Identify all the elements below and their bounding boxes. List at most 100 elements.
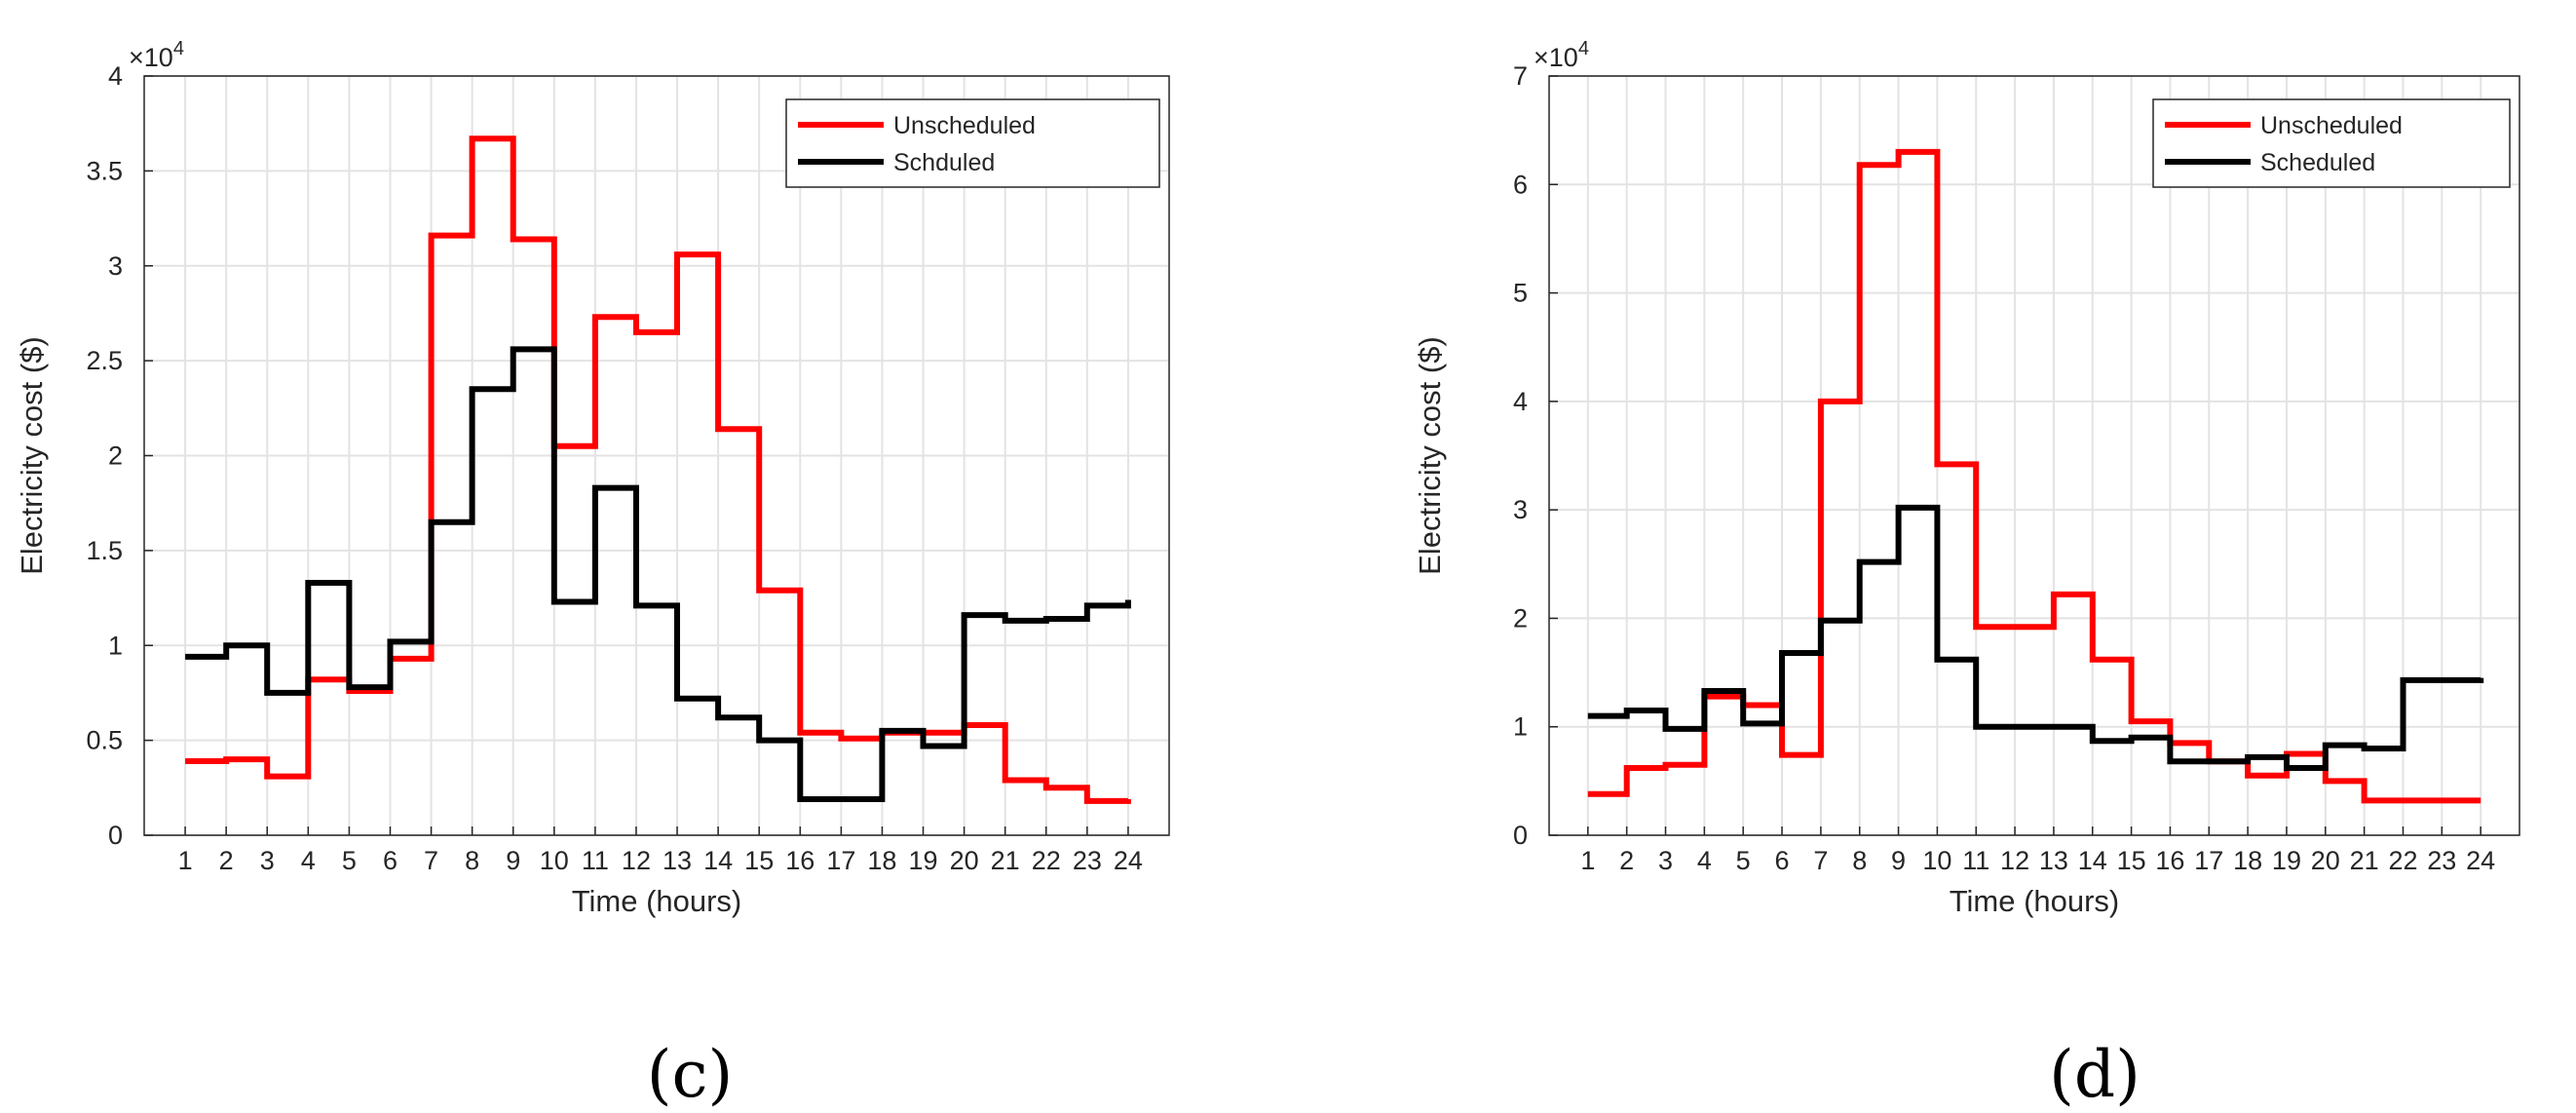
data-point	[2284, 765, 2290, 771]
y-tick-label: 2.5	[86, 346, 123, 375]
x-tick-label: 18	[2233, 846, 2262, 875]
data-point	[879, 728, 885, 734]
data-point	[1740, 720, 1746, 726]
x-tick-label: 9	[1891, 846, 1906, 875]
data-point	[674, 251, 680, 257]
x-tick-label: 16	[785, 846, 814, 875]
data-point	[182, 654, 188, 660]
x-tick-label: 6	[383, 846, 398, 875]
x-tick-label: 13	[2039, 846, 2068, 875]
y-exponent-power: 4	[173, 38, 184, 59]
data-point	[1973, 624, 1979, 630]
data-point	[2400, 797, 2406, 803]
data-point	[1779, 752, 1785, 758]
data-point	[1125, 597, 1131, 603]
y-exponent-base: ×10	[1534, 43, 1578, 72]
x-tick-label: 15	[744, 846, 774, 875]
x-tick-label: 24	[1114, 846, 1143, 875]
data-point	[1973, 724, 1979, 730]
y-tick-label: 3	[108, 251, 123, 281]
data-point	[2439, 797, 2444, 803]
data-point	[2439, 677, 2444, 683]
x-tick-label: 10	[1922, 846, 1951, 875]
data-point	[1003, 778, 1008, 784]
y-exponent-label: ×104	[129, 38, 184, 72]
data-point	[2362, 746, 2368, 751]
x-tick-label: 10	[540, 846, 569, 875]
plot-area	[1549, 76, 2519, 835]
data-point	[1857, 559, 1863, 565]
data-point	[1818, 399, 1824, 404]
data-point	[1663, 762, 1669, 768]
data-point	[1084, 602, 1090, 608]
data-point	[1701, 688, 1707, 694]
data-point	[223, 642, 229, 648]
legend-label: Schduled	[893, 149, 995, 176]
y-tick-label: 6	[1513, 170, 1528, 199]
panel-label: (d)	[2049, 1037, 2140, 1112]
data-point	[756, 588, 762, 594]
x-tick-label: 22	[2388, 846, 2417, 875]
data-point	[1896, 505, 1902, 511]
y-tick-label: 4	[1513, 387, 1528, 416]
legend-label: Unscheduled	[893, 112, 1036, 139]
x-tick-label: 18	[867, 846, 896, 875]
data-point	[2400, 677, 2406, 683]
data-point	[2129, 735, 2135, 741]
data-point	[2090, 738, 2096, 744]
x-tick-label: 24	[2466, 846, 2495, 875]
data-point	[1624, 765, 1630, 771]
data-point	[264, 774, 270, 780]
data-point	[2478, 675, 2483, 681]
x-tick-label: 8	[1852, 846, 1867, 875]
data-point	[2245, 773, 2251, 779]
x-tick-label: 6	[1775, 846, 1790, 875]
data-point	[2362, 797, 2368, 803]
legend-label: Scheduled	[2260, 149, 2375, 176]
data-point	[2478, 797, 2483, 803]
data-point	[1624, 708, 1630, 713]
data-point	[674, 696, 680, 702]
series-line-scheduled	[1587, 504, 2484, 771]
x-tick-label: 23	[1073, 846, 1102, 875]
y-tick-label: 3	[1513, 495, 1528, 524]
data-point	[511, 236, 516, 242]
data-point	[470, 135, 475, 141]
y-tick-label: 3.5	[86, 156, 123, 185]
data-point	[2090, 657, 2096, 663]
data-point	[429, 519, 435, 525]
x-tick-label: 9	[506, 846, 520, 875]
x-tick-label: 14	[703, 846, 733, 875]
data-point	[2129, 718, 2135, 724]
data-point	[2012, 624, 2018, 630]
data-point	[2167, 758, 2173, 764]
y-tick-label: 0.5	[86, 726, 123, 755]
y-axis-label: Electricity cost ($)	[1413, 336, 1447, 575]
data-point	[838, 736, 844, 742]
x-tick-label: 20	[950, 846, 979, 875]
x-tick-label: 13	[663, 846, 692, 875]
data-point	[1934, 657, 1940, 663]
legend-label: Unscheduled	[2260, 112, 2403, 139]
data-point	[715, 426, 721, 432]
data-point	[715, 714, 721, 720]
x-tick-label: 20	[2311, 846, 2340, 875]
x-tick-label: 11	[1962, 846, 1989, 875]
x-tick-label: 14	[2078, 846, 2107, 875]
data-point	[1084, 798, 1090, 804]
x-tick-label: 1	[178, 846, 193, 875]
data-point	[387, 638, 393, 644]
series-line-schduled	[185, 346, 1131, 802]
data-point	[223, 756, 229, 762]
legend-box	[2152, 98, 2511, 188]
x-tick-label: 5	[1736, 846, 1751, 875]
data-point	[633, 602, 639, 608]
data-point	[2323, 743, 2329, 748]
x-axis-label: Time (hours)	[572, 884, 742, 918]
x-tick-label: 19	[2272, 846, 2301, 875]
legend-box	[785, 98, 1160, 188]
x-axis-label: Time (hours)	[1950, 884, 2120, 918]
data-point	[2051, 592, 2057, 597]
data-point	[511, 346, 516, 352]
x-tick-label: 2	[219, 846, 234, 875]
